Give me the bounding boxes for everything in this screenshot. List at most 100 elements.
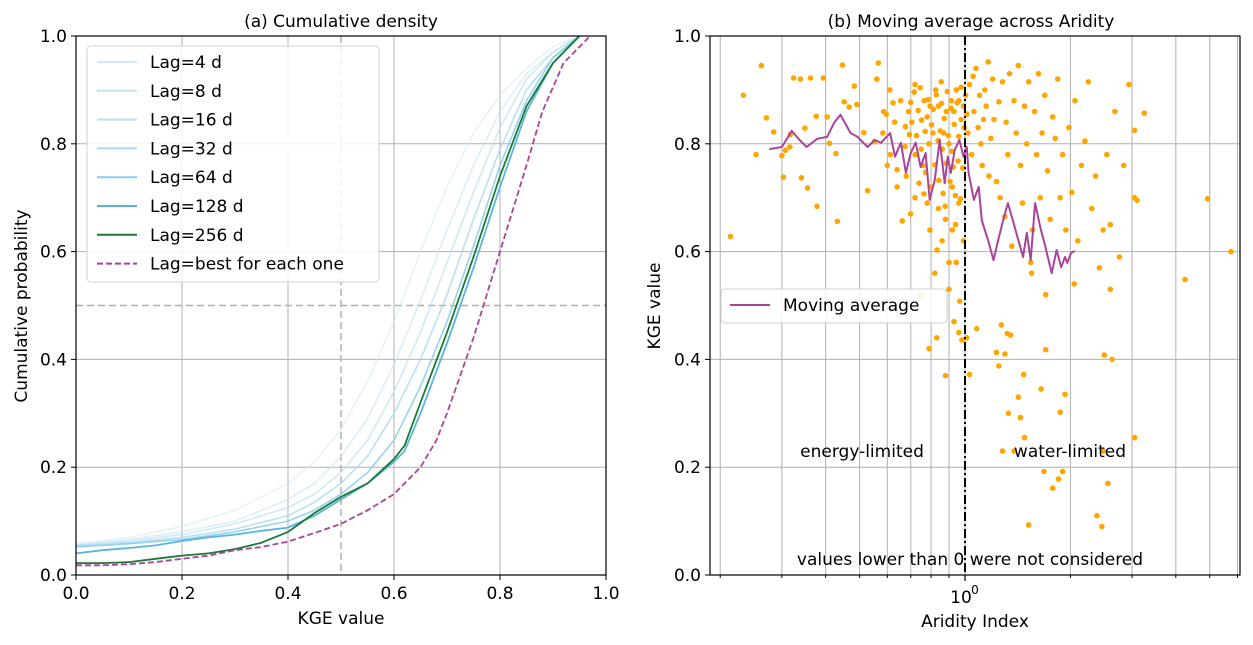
- scatter-point: [1099, 523, 1105, 530]
- cdf-line-lag-8-d: [75, 35, 580, 546]
- scatter-point: [953, 87, 960, 93]
- scatter-point: [956, 298, 963, 305]
- cdf-line-lag-best-for-each-one: [76, 35, 591, 567]
- scatter-point: [1063, 227, 1069, 233]
- scatter-point: [959, 165, 966, 171]
- scatter-point: [1028, 270, 1035, 277]
- scatter-point: [997, 194, 1003, 201]
- scatter-point: [921, 191, 927, 197]
- scatter-point: [1107, 221, 1114, 228]
- y-tick-label: 0.2: [40, 458, 67, 478]
- scatter-point: [912, 151, 918, 158]
- y-tick-label: 0.8: [674, 135, 701, 155]
- scatter-point: [991, 116, 997, 123]
- scatter-point: [951, 318, 957, 325]
- legend-label: Lag=best for each one: [150, 255, 344, 275]
- scatter-point: [951, 121, 958, 128]
- scatter-point: [1057, 409, 1063, 416]
- scatter-point: [1009, 243, 1015, 249]
- panel-a-legend: Lag=4 d Lag=8 d Lag=16 d Lag=32 d Lag=64 d La…: [86, 45, 380, 283]
- x-tick-label: 0.6: [380, 584, 407, 604]
- scatter-point: [956, 133, 962, 140]
- scatter-point: [1109, 356, 1115, 363]
- scatter-point: [928, 122, 935, 128]
- scatter-point: [1039, 130, 1045, 136]
- scatter-point: [1066, 124, 1072, 131]
- scatter-point: [1069, 189, 1075, 196]
- scatter-point: [989, 76, 996, 82]
- annotation-energy-limited: energy-limited: [800, 442, 924, 462]
- scatter-point: [1096, 265, 1103, 271]
- scatter-point: [966, 81, 973, 88]
- scatter-point: [930, 130, 936, 136]
- scatter-point: [942, 372, 949, 379]
- scatter-point: [1015, 62, 1022, 69]
- scatter-point: [970, 73, 976, 80]
- panel-a-x-axis-label: KGE value: [298, 609, 385, 629]
- scatter-point: [982, 87, 988, 93]
- scatter-point: [909, 119, 915, 125]
- panel-b-legend: Moving average: [720, 288, 948, 324]
- panel-b-y-ticks: 0.0 0.2 0.4 0.6 0.8 1.0: [674, 27, 710, 586]
- scatter-point: [899, 218, 906, 224]
- scatter-point: [999, 79, 1006, 85]
- panel-a-frame: [75, 35, 607, 576]
- scatter-point: [1011, 448, 1017, 454]
- scatter-point: [973, 65, 979, 72]
- scatter-point: [1120, 162, 1127, 169]
- scatter-point: [1071, 281, 1077, 287]
- scatter-point: [1017, 162, 1024, 169]
- scatter-point: [949, 184, 956, 190]
- scatter-point: [966, 371, 973, 378]
- legend-label: Lag=256 d: [150, 226, 244, 246]
- scatter-point: [1059, 151, 1066, 158]
- y-tick-label: 0.0: [674, 566, 701, 586]
- scatter-point: [1141, 110, 1147, 116]
- scatter-point: [935, 205, 942, 212]
- scatter-point: [1204, 196, 1211, 202]
- scatter-point: [942, 216, 949, 223]
- scatter-point: [1031, 108, 1038, 115]
- scatter-point: [1104, 151, 1110, 158]
- scatter-point: [1072, 97, 1078, 104]
- scatter-point: [922, 128, 928, 135]
- panel-a-title: (a) Cumulative density: [244, 12, 438, 32]
- scatter-point: [880, 108, 887, 115]
- panel-b-moving-average: (b) Moving average across Aridity 10 0 0.…: [645, 12, 1241, 632]
- scatter-point: [953, 259, 959, 266]
- scatter-point: [1088, 205, 1095, 212]
- scatter-point: [956, 200, 962, 206]
- scatter-point: [1182, 276, 1188, 283]
- legend-label: Lag=4 d: [150, 53, 222, 73]
- scatter-point: [1057, 194, 1063, 201]
- scatter-point: [1085, 79, 1092, 85]
- scatter-point: [941, 115, 947, 122]
- x-tick-label: 1.0: [592, 584, 619, 604]
- y-tick-label: 0.0: [40, 566, 67, 586]
- scatter-point: [912, 194, 918, 201]
- y-tick-label: 1.0: [40, 27, 67, 47]
- panel-b-series: [769, 113, 1076, 275]
- scatter-point: [924, 200, 930, 206]
- scatter-point: [1005, 151, 1011, 158]
- scatter-point: [779, 152, 785, 159]
- scatter-point: [1228, 248, 1234, 255]
- scatter-point: [947, 178, 953, 185]
- scatter-point: [993, 178, 1000, 185]
- scatter-point: [934, 247, 940, 253]
- cdf-line-lag-4-d: [75, 35, 580, 545]
- scatter-point: [1013, 130, 1019, 136]
- panel-b-title: (b) Moving average across Aridity: [828, 12, 1115, 32]
- scatter-point: [798, 175, 805, 181]
- scatter-point: [887, 87, 893, 93]
- scatter-point: [1025, 79, 1032, 85]
- panel-a-cumulative-density: (a) Cumulative density 0.0 0.2 0.4 0.6 0.8 1.…: [12, 12, 620, 629]
- scatter-point: [955, 158, 961, 164]
- scatter-point: [864, 187, 871, 194]
- scatter-point: [894, 166, 900, 173]
- scatter-point: [834, 218, 841, 225]
- scatter-point: [939, 238, 945, 244]
- legend-label: Lag=16 d: [150, 111, 233, 131]
- scatter-point: [1035, 70, 1042, 77]
